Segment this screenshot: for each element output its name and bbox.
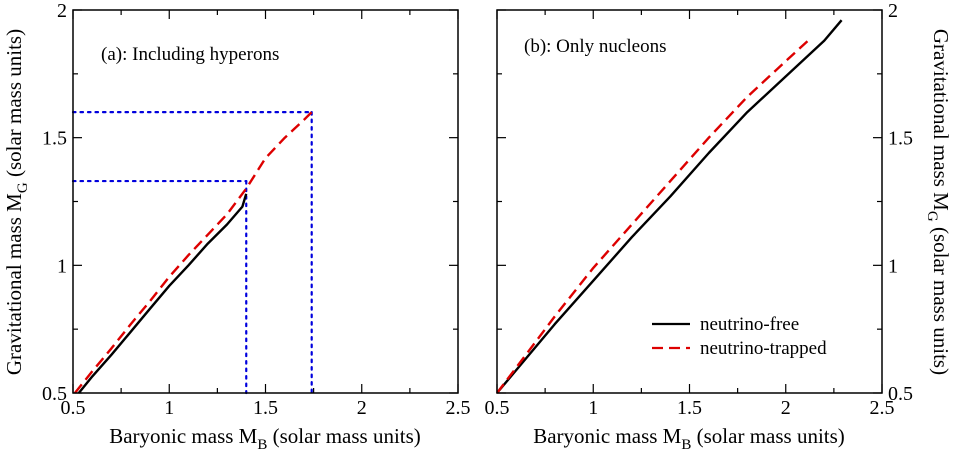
x-tick-label: 2 [357,397,367,419]
x-axis-title-tail: (solar mass units) [691,424,844,448]
y-axis-title-tail: (solar mass units) [929,222,953,375]
y-tick-label: 2 [888,0,898,22]
legend: neutrino-free neutrino-trapped [652,314,827,359]
y-tick-label: 1.5 [888,128,913,150]
x-axis-title-subscript: B [681,437,691,453]
legend-label-neutrino-trapped: neutrino-trapped [700,338,827,359]
y-axis-title-main: Gravitational mass M [929,29,953,211]
x-axis-title-main: Baryonic mass M [109,424,257,448]
series-line-neutrino-trapped [496,37,812,394]
plot-frame-left [72,9,459,394]
x-axis-title-right: Baryonic mass MB (solar mass units) [533,424,845,453]
y-axis-title-left: Gravitational mass MG (solar mass units) [2,29,31,375]
x-tick-label: 1.5 [253,397,278,419]
y-axis-title-tail: (solar mass units) [2,29,26,182]
y-axis-title-subscript: G [15,182,31,193]
x-tick-label: 2.5 [870,397,895,419]
plot-area-left: 0.5 1 1.5 2 2.5 0.5 1 1.5 2 [42,0,471,419]
series-line-neutrino-free [496,19,843,394]
y-axis-title-subscript: G [924,211,940,222]
x-tick-label: 1.5 [677,397,702,419]
panel-only-nucleons: 0.5 1 1.5 2 2.50.511.52 (b): Only nucleons B… [485,0,954,453]
y-tick-label: 0.5 [888,383,913,405]
x-tick-label: 0.5 [61,397,86,419]
x-axis-title-subscript: B [257,437,267,453]
x-tick-label: 1 [164,397,174,419]
x-axis-title-main: Baryonic mass M [533,424,681,448]
panel-label-b: (b): Only nucleons [524,36,666,57]
y-tick-label: 2 [57,0,67,22]
y-axis-title-right: Gravitational mass MG (solar mass units) [924,29,953,375]
y-tick-label: 1 [888,255,898,277]
plot-area-right: 0.5 1 1.5 2 2.50.511.52 [485,0,914,419]
y-tick-label: 0.5 [42,383,67,405]
y-tick-label: 1 [57,255,67,277]
panel-label-a: (a): Including hyperons [101,44,279,65]
legend-label-neutrino-free: neutrino-free [700,314,799,335]
y-axis-title-main: Gravitational mass M [2,193,26,375]
x-tick-label: 2.5 [446,397,471,419]
x-axis-title-tail: (solar mass units) [267,424,420,448]
series-line-neutrino-free [77,193,248,394]
x-tick-label: 1 [588,397,598,419]
series-line-neutrino-trapped [73,111,313,394]
x-axis-title-left: Baryonic mass MB (solar mass units) [109,424,421,453]
plot-frame-right [496,9,883,394]
x-tick-label: 2 [781,397,791,419]
y-tick-label: 1.5 [42,128,67,150]
x-tick-label: 0.5 [485,397,510,419]
panel-including-hyperons: 0.5 1 1.5 2 2.5 0.5 1 1.5 2 (a): Including hyper… [2,0,471,453]
